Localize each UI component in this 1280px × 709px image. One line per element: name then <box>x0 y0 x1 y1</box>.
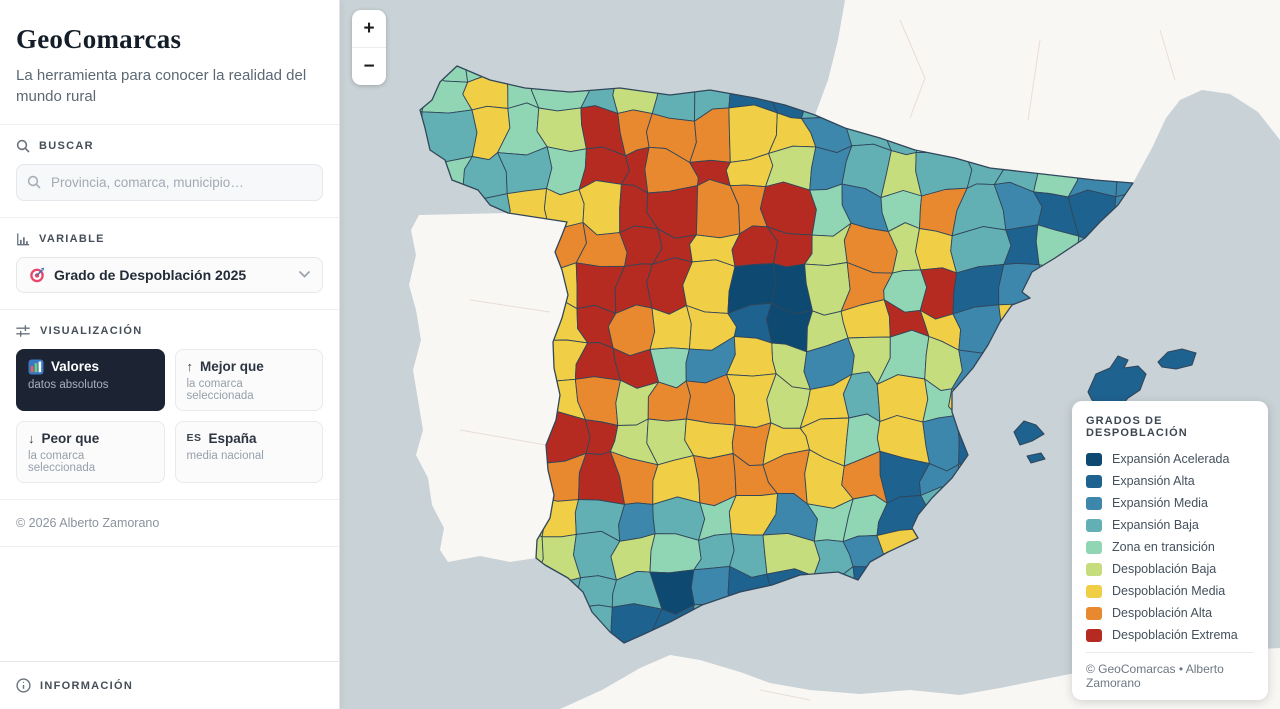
comarca-region[interactable] <box>685 374 736 426</box>
legend-swatch <box>1086 606 1102 620</box>
variable-selected-value: Grado de Despoblación 2025 <box>54 266 247 283</box>
viz-option-valores[interactable]: Valores datos absolutos <box>16 348 165 411</box>
variable-select[interactable]: Grado de Despoblación 2025 <box>16 256 323 293</box>
search-input[interactable] <box>16 163 323 201</box>
chevron-down-icon <box>299 271 310 278</box>
map-area[interactable]: + − GRADOS DE DESPOBLACIÓN Expansión Ace… <box>340 0 1280 709</box>
legend-item: Expansión Acelerada <box>1086 452 1254 466</box>
legend-item: Despoblación Extrema <box>1086 628 1254 642</box>
legend-item: Despoblación Baja <box>1086 562 1254 576</box>
legend-label: Expansión Alta <box>1112 474 1195 488</box>
legend-item: Zona en transición <box>1086 540 1254 554</box>
spain-outline <box>419 65 1134 644</box>
comarca-region[interactable] <box>919 267 958 320</box>
viz-option-peor-que[interactable]: ↓ Peor que la comarca seleccionada <box>16 420 165 483</box>
visualization-options: Valores datos absolutos ↑ Mejor que la c… <box>16 348 323 483</box>
legend-item: Expansión Media <box>1086 496 1254 510</box>
legend-panel: GRADOS DE DESPOBLACIÓN Expansión Acelera… <box>1072 401 1268 700</box>
info-icon <box>16 678 31 693</box>
neighbor-land-portugal <box>409 213 568 562</box>
legend-swatch <box>1086 584 1102 598</box>
legend-swatch <box>1086 496 1102 510</box>
legend-item: Despoblación Media <box>1086 584 1254 598</box>
search-section: BUSCAR <box>0 123 339 217</box>
comarca-region[interactable] <box>684 418 736 459</box>
comarca-region[interactable] <box>649 533 702 574</box>
legend-footer: © GeoComarcas • Alberto Zamorano <box>1086 652 1254 690</box>
legend-label: Zona en transición <box>1112 540 1215 554</box>
visualization-section-header: VISUALIZACIÓN <box>16 324 323 338</box>
neighbor-land-france <box>815 0 1280 183</box>
search-input-icon <box>27 175 41 189</box>
legend-label: Expansión Baja <box>1112 518 1199 532</box>
viz-option-espana[interactable]: ES España media nacional <box>174 420 323 483</box>
column-chart-icon <box>17 232 30 245</box>
viz-option-sublabel: media nacional <box>186 449 264 462</box>
bar-chart-emoji-icon <box>28 359 44 375</box>
viz-option-label: España <box>208 430 257 446</box>
information-section-toggle[interactable]: INFORMACIÓN <box>0 661 339 709</box>
legend-swatch <box>1086 518 1102 532</box>
es-badge: ES <box>186 432 202 445</box>
sidebar-copyright: © 2026 Alberto Zamorano <box>0 498 339 547</box>
zoom-control-divider <box>352 47 386 48</box>
comarca-region[interactable] <box>682 259 736 314</box>
visualization-section-label: VISUALIZACIÓN <box>40 324 143 337</box>
arrow-up-icon: ↑ <box>186 358 194 374</box>
legend-item: Despoblación Alta <box>1086 606 1254 620</box>
legend-swatch <box>1086 628 1102 642</box>
faint-border-lines <box>459 19 1176 701</box>
legend-label: Expansión Media <box>1112 496 1208 510</box>
legend-items: Expansión Acelerada Expansión Alta Expansi… <box>1086 452 1254 642</box>
brand-block: GeoComarcas La herramienta para conocer … <box>0 0 339 124</box>
sliders-icon <box>16 324 30 337</box>
arrow-down-icon: ↓ <box>28 430 35 446</box>
search-section-label: BUSCAR <box>39 139 94 152</box>
viz-option-mejor-que[interactable]: ↑ Mejor que la comarca seleccionada <box>174 348 323 411</box>
target-icon <box>30 267 44 282</box>
viz-option-label: Mejor que <box>200 358 264 374</box>
island-menorca[interactable] <box>1157 348 1197 370</box>
app-title: GeoComarcas <box>16 24 182 54</box>
variable-section-label: VARIABLE <box>39 232 105 245</box>
island-formentera[interactable] <box>1026 452 1046 464</box>
legend-title: GRADOS DE DESPOBLACIÓN <box>1086 415 1188 439</box>
information-section-label: INFORMACIÓN <box>40 679 134 692</box>
legend-label: Despoblación Media <box>1112 584 1226 598</box>
map-zoom-control: + − <box>352 10 386 85</box>
legend-swatch <box>1086 474 1102 488</box>
zoom-in-button[interactable]: + <box>352 10 386 47</box>
app-subtitle: La herramienta para conocer la realidad … <box>16 67 307 106</box>
variable-section: VARIABLE Grado de Despoblación 2025 <box>0 216 339 309</box>
comarca-region[interactable] <box>876 374 929 423</box>
comarca-region[interactable] <box>693 453 737 507</box>
viz-option-label: Valores <box>51 359 100 375</box>
legend-item: Expansión Alta <box>1086 474 1254 488</box>
variable-section-header: VARIABLE <box>16 232 323 246</box>
search-input-wrapper <box>16 163 323 201</box>
map-canvas[interactable] <box>340 0 1280 709</box>
legend-label: Despoblación Alta <box>1112 606 1213 620</box>
zoom-out-button[interactable]: − <box>352 48 386 85</box>
legend-label: Despoblación Baja <box>1112 562 1217 576</box>
viz-option-label: Peor que <box>41 430 100 446</box>
legend-swatch <box>1086 562 1102 576</box>
viz-option-sublabel: la comarca seleccionada <box>186 377 254 402</box>
legend-swatch <box>1086 452 1102 466</box>
island-ibiza[interactable] <box>1013 420 1045 446</box>
legend-item: Expansión Baja <box>1086 518 1254 532</box>
search-icon <box>16 139 30 153</box>
search-section-header: BUSCAR <box>16 139 323 153</box>
sidebar-spacer <box>0 547 339 661</box>
sidebar: GeoComarcas La herramienta para conocer … <box>0 0 340 709</box>
legend-swatch <box>1086 540 1102 554</box>
viz-option-sublabel: datos absolutos <box>28 378 109 391</box>
visualization-section: VISUALIZACIÓN Valores datos absolutos ↑ … <box>0 308 339 499</box>
viz-option-sublabel: la comarca seleccionada <box>28 449 96 474</box>
comarca-region[interactable] <box>765 145 817 191</box>
legend-label: Despoblación Extrema <box>1112 628 1238 642</box>
legend-label: Expansión Acelerada <box>1112 452 1230 466</box>
